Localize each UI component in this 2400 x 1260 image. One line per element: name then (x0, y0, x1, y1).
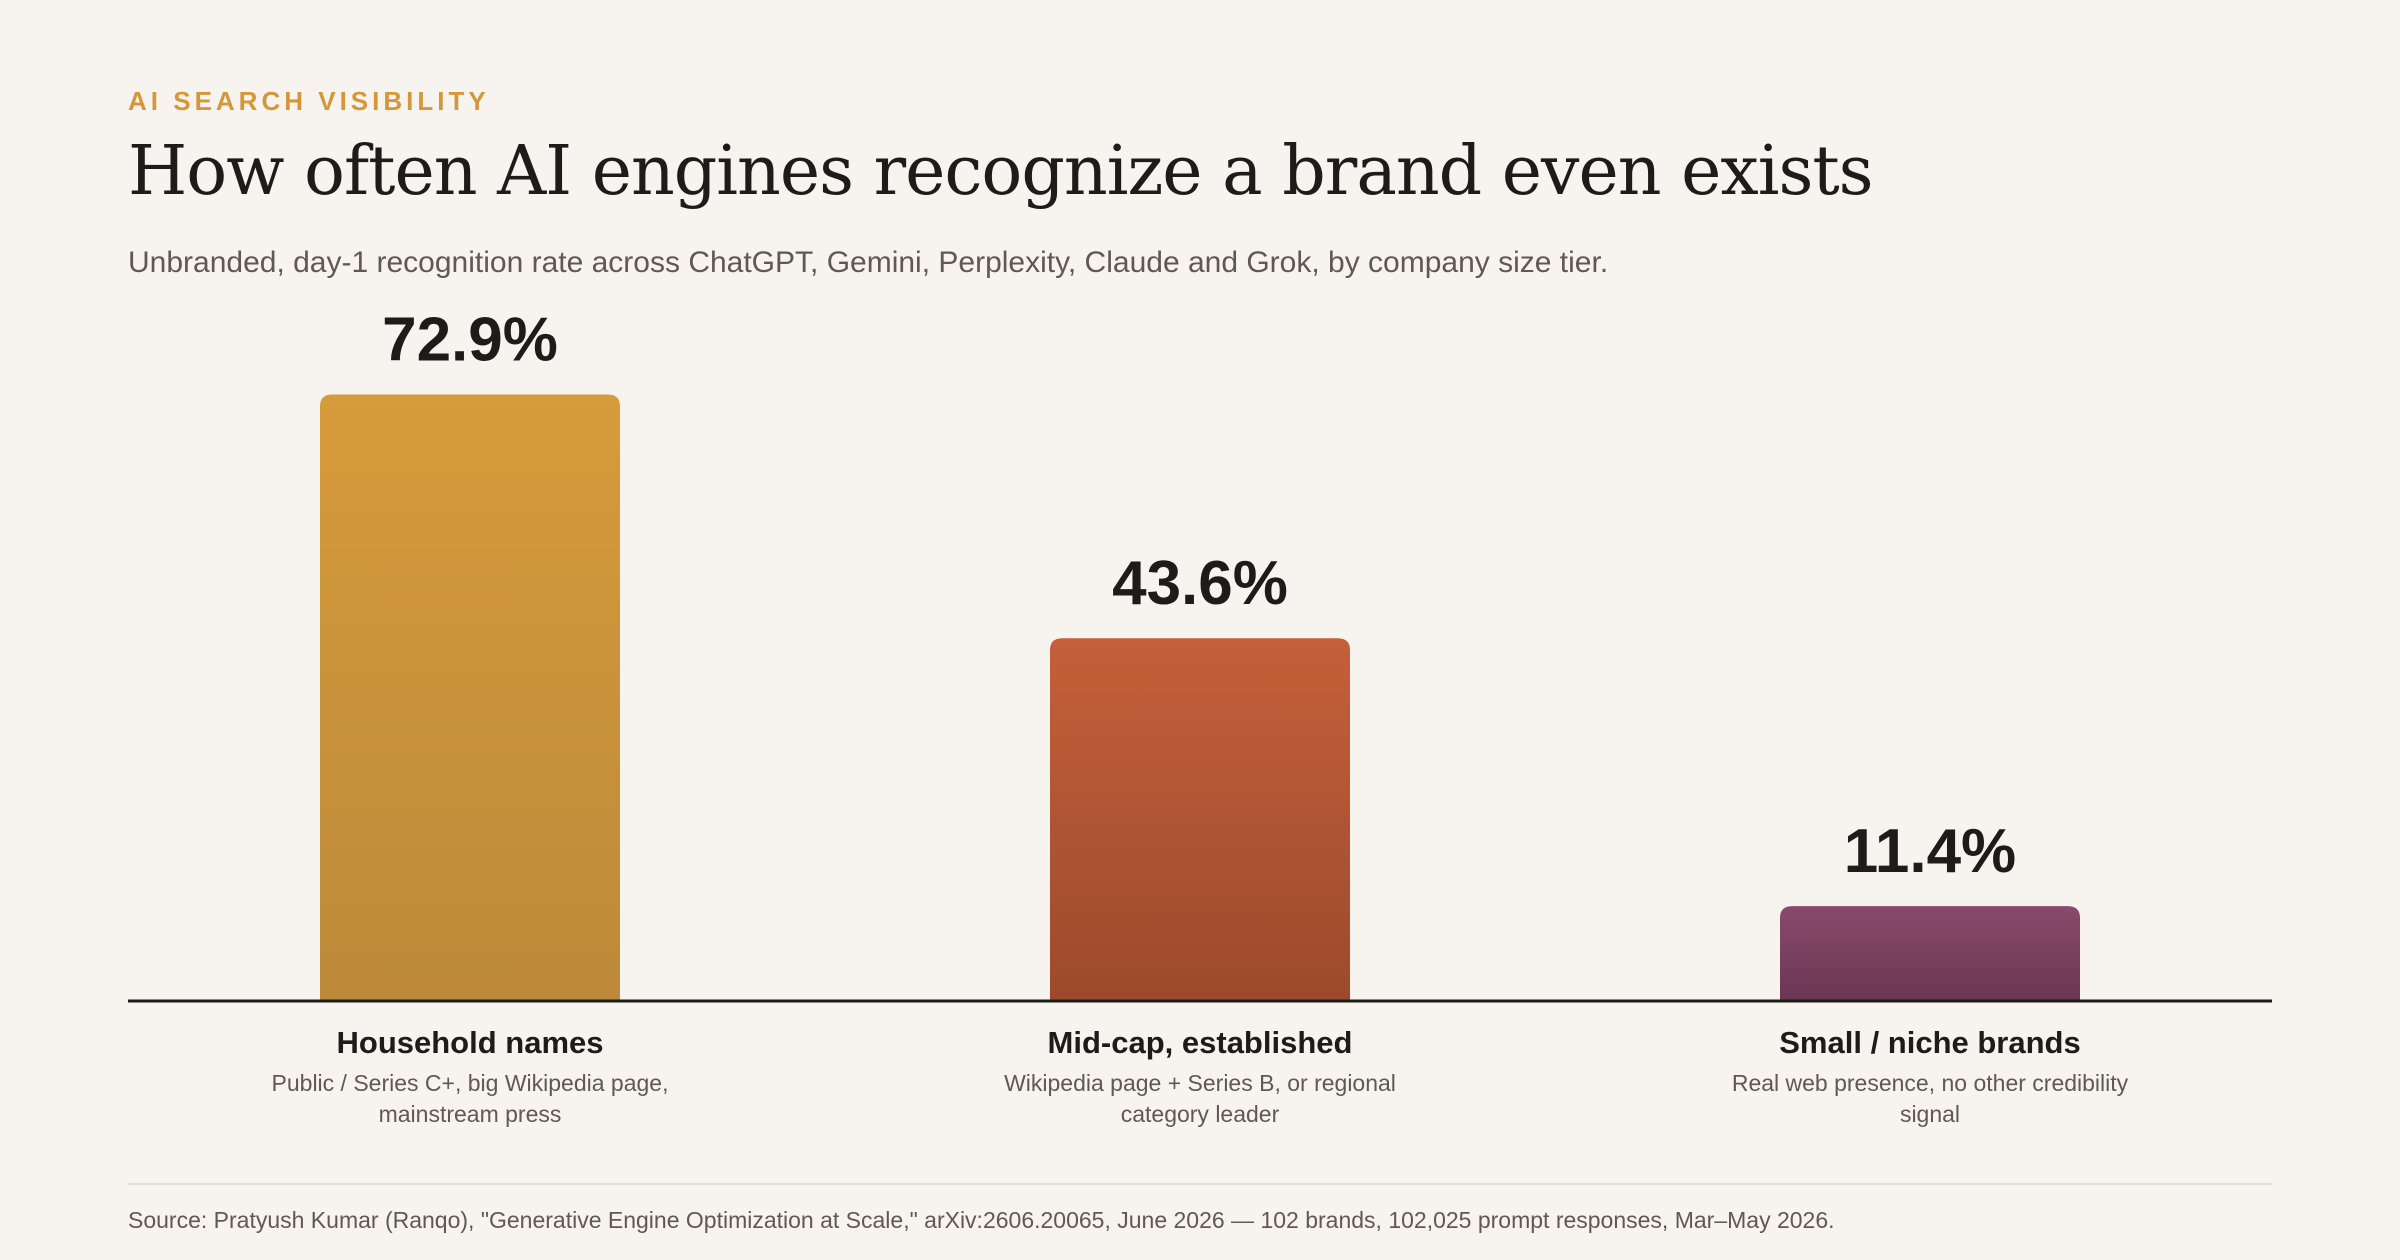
chart-subtitle: Unbranded, day-1 recognition rate across… (128, 246, 1609, 279)
labels-layer: 72.9% Household names Public / Series C+, … (272, 305, 2129, 1127)
bars-layer (320, 394, 2080, 1001)
bar-value-label-2: 11.4% (1844, 817, 2016, 886)
category-description-2-0: Real web presence, no other credibility (1732, 1070, 2129, 1096)
category-label-2: Small / niche brands (1779, 1025, 2080, 1060)
bar-value-label-1: 43.6% (1112, 549, 1288, 618)
category-label-1: Mid-cap, established (1048, 1025, 1353, 1060)
bar-chart: 72.9% Household names Public / Series C+, … (128, 305, 2272, 1127)
chart-title: How often AI engines recognize a brand e… (128, 132, 1874, 211)
category-description-1-1: category leader (1121, 1101, 1280, 1127)
category-description-1-0: Wikipedia page + Series B, or regional (1004, 1070, 1396, 1096)
bar-value-label-0: 72.9% (382, 305, 558, 374)
footer-divider (128, 1183, 2272, 1185)
bar-0 (320, 394, 620, 1001)
bar-2 (1780, 906, 2080, 1001)
bar-1 (1050, 638, 1350, 1001)
category-description-0-0: Public / Series C+, big Wikipedia page, (272, 1070, 669, 1096)
source-note: Source: Pratyush Kumar (Ranqo), "Generat… (128, 1207, 1835, 1233)
category-description-0-1: mainstream press (379, 1101, 562, 1127)
eyebrow-label: AI SEARCH VISIBILITY (128, 86, 490, 116)
category-label-0: Household names (337, 1025, 604, 1060)
category-description-2-1: signal (1900, 1101, 1960, 1127)
